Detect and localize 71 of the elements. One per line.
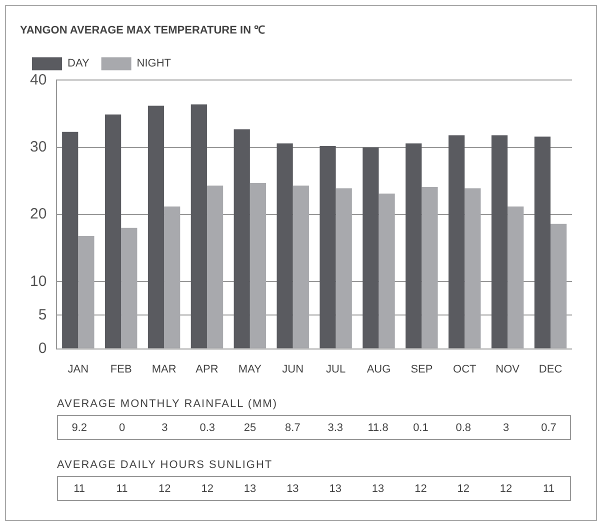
data-label: 0: [118, 422, 126, 434]
data-label: 0.7: [540, 422, 558, 434]
bar: [378, 194, 395, 348]
bar: [78, 236, 94, 348]
y-tick-label: 0: [38, 340, 47, 357]
data-label: 11.8: [366, 422, 390, 434]
data-label: 11: [542, 482, 556, 494]
data-label: 0.1: [412, 422, 430, 434]
x-tick-label: JAN: [68, 363, 89, 376]
bar: [448, 135, 465, 348]
data-label: 12: [158, 482, 172, 494]
x-tick-label: MAY: [238, 363, 262, 376]
bar: [362, 147, 379, 348]
legend-label: DAY: [68, 58, 90, 70]
data-label: 13: [328, 482, 342, 494]
data-label: 11: [72, 482, 86, 494]
data-label: 3: [502, 422, 510, 434]
bar: [121, 228, 138, 348]
y-tick-label: 40: [30, 71, 47, 88]
data-label: 3: [160, 422, 169, 434]
y-tick-label: 20: [30, 206, 47, 223]
x-tick-label: APR: [196, 363, 218, 376]
data-label: 11: [115, 482, 129, 494]
x-tick-label: DEC: [538, 363, 562, 376]
legend-label: NIGHT: [136, 58, 172, 70]
data-label: 25: [242, 422, 258, 434]
x-tick-label: FEB: [110, 363, 132, 376]
bar: [406, 143, 422, 348]
data-label: 13: [242, 482, 258, 494]
text: AVERAGE MONTHLY RAINFALL (MM): [57, 398, 279, 410]
bar: [464, 188, 481, 348]
data-label: 12: [498, 482, 514, 494]
data-label: 12: [414, 482, 428, 494]
bar: [190, 104, 207, 348]
bar: [164, 206, 180, 348]
bar: [336, 188, 352, 348]
data-label: 0.8: [454, 422, 472, 434]
x-tick-label: JUL: [326, 363, 346, 376]
bar: [62, 132, 78, 348]
x-tick-label: AUG: [366, 363, 391, 376]
x-tick-label: OCT: [453, 363, 477, 376]
data-label: 8.7: [284, 422, 302, 434]
bar: [206, 186, 224, 348]
y-tick-label: 30: [30, 138, 47, 156]
data-label: 9.2: [70, 422, 88, 434]
y-tick-label: 10: [30, 272, 47, 290]
x-tick-label: NOV: [496, 363, 520, 376]
bar: [550, 224, 567, 348]
bar: [422, 186, 438, 348]
bar: [250, 182, 266, 348]
bar: [508, 206, 524, 348]
bar: [104, 114, 122, 348]
bar: [491, 135, 508, 348]
data-label: 12: [456, 482, 470, 494]
x-tick-label: JUN: [282, 363, 304, 376]
data-label: 13: [370, 482, 386, 494]
bar: [292, 186, 309, 348]
y-tick-label: 5: [38, 306, 47, 324]
bar: [276, 143, 293, 348]
bar: [148, 106, 164, 348]
data-label: 3.3: [326, 422, 344, 434]
data-label: 13: [286, 482, 300, 494]
bar: [320, 146, 336, 348]
x-tick-label: MAR: [152, 363, 176, 376]
chart-title: YANGON AVERAGE MAX TEMPERATURE IN ℃: [20, 24, 266, 37]
text: AVERAGE DAILY HOURS SUNLIGHT: [57, 459, 274, 471]
bar: [234, 129, 250, 348]
data-label: 0.3: [198, 422, 216, 434]
data-label: 12: [200, 482, 214, 494]
bar: [534, 136, 551, 348]
x-tick-label: SEP: [410, 363, 433, 376]
